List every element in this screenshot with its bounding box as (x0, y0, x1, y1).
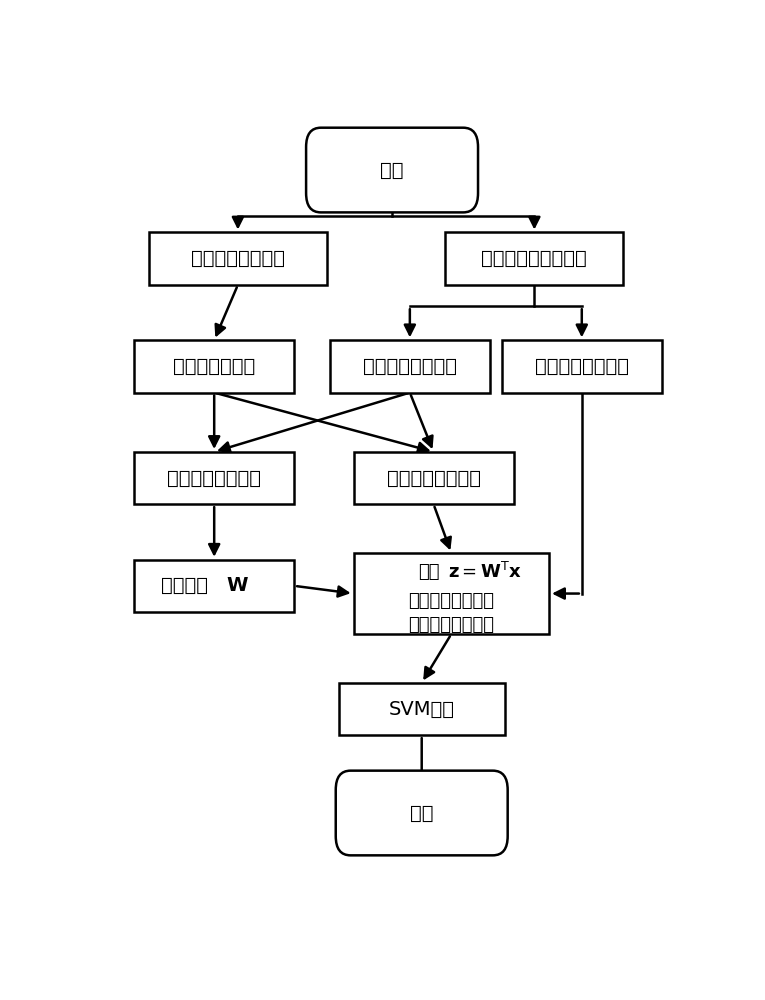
Bar (502, 340, 662, 393)
Bar (134, 560, 295, 612)
Text: 投影至低维子空间: 投影至低维子空间 (409, 592, 494, 610)
Text: 目标训练样本分类: 目标训练样本分类 (363, 357, 457, 376)
Bar (353, 452, 513, 504)
Bar (353, 553, 549, 634)
Bar (339, 683, 505, 735)
Bar (134, 452, 295, 504)
Text: 非负稀疏散度准则: 非负稀疏散度准则 (386, 469, 480, 488)
Text: 使样本从高维空间: 使样本从高维空间 (409, 616, 494, 634)
Text: SVM分类: SVM分类 (389, 700, 454, 719)
Bar (330, 340, 490, 393)
Text: 源训练样本分类: 源训练样本分类 (173, 357, 256, 376)
Bar (134, 340, 295, 393)
Text: 投影矩阵: 投影矩阵 (161, 576, 208, 595)
Text: 目标测试样本分类: 目标测试样本分类 (535, 357, 629, 376)
Text: 输入目标高光谱数据: 输入目标高光谱数据 (481, 249, 588, 268)
Bar (445, 232, 623, 285)
Text: 结束: 结束 (410, 804, 434, 822)
Text: 输入源高光谱数据: 输入源高光谱数据 (191, 249, 285, 268)
Text: 计算: 计算 (418, 563, 439, 581)
Text: $\mathbf{z} = \mathbf{W}^\mathrm{T}\mathbf{x}$: $\mathbf{z} = \mathbf{W}^\mathrm{T}\math… (448, 562, 522, 582)
Text: 成对约束判别分析: 成对约束判别分析 (168, 469, 261, 488)
FancyBboxPatch shape (336, 771, 508, 855)
Text: 开始: 开始 (380, 161, 404, 180)
FancyBboxPatch shape (306, 128, 478, 212)
Bar (149, 232, 327, 285)
Text: $\mathbf{W}$: $\mathbf{W}$ (226, 576, 249, 595)
